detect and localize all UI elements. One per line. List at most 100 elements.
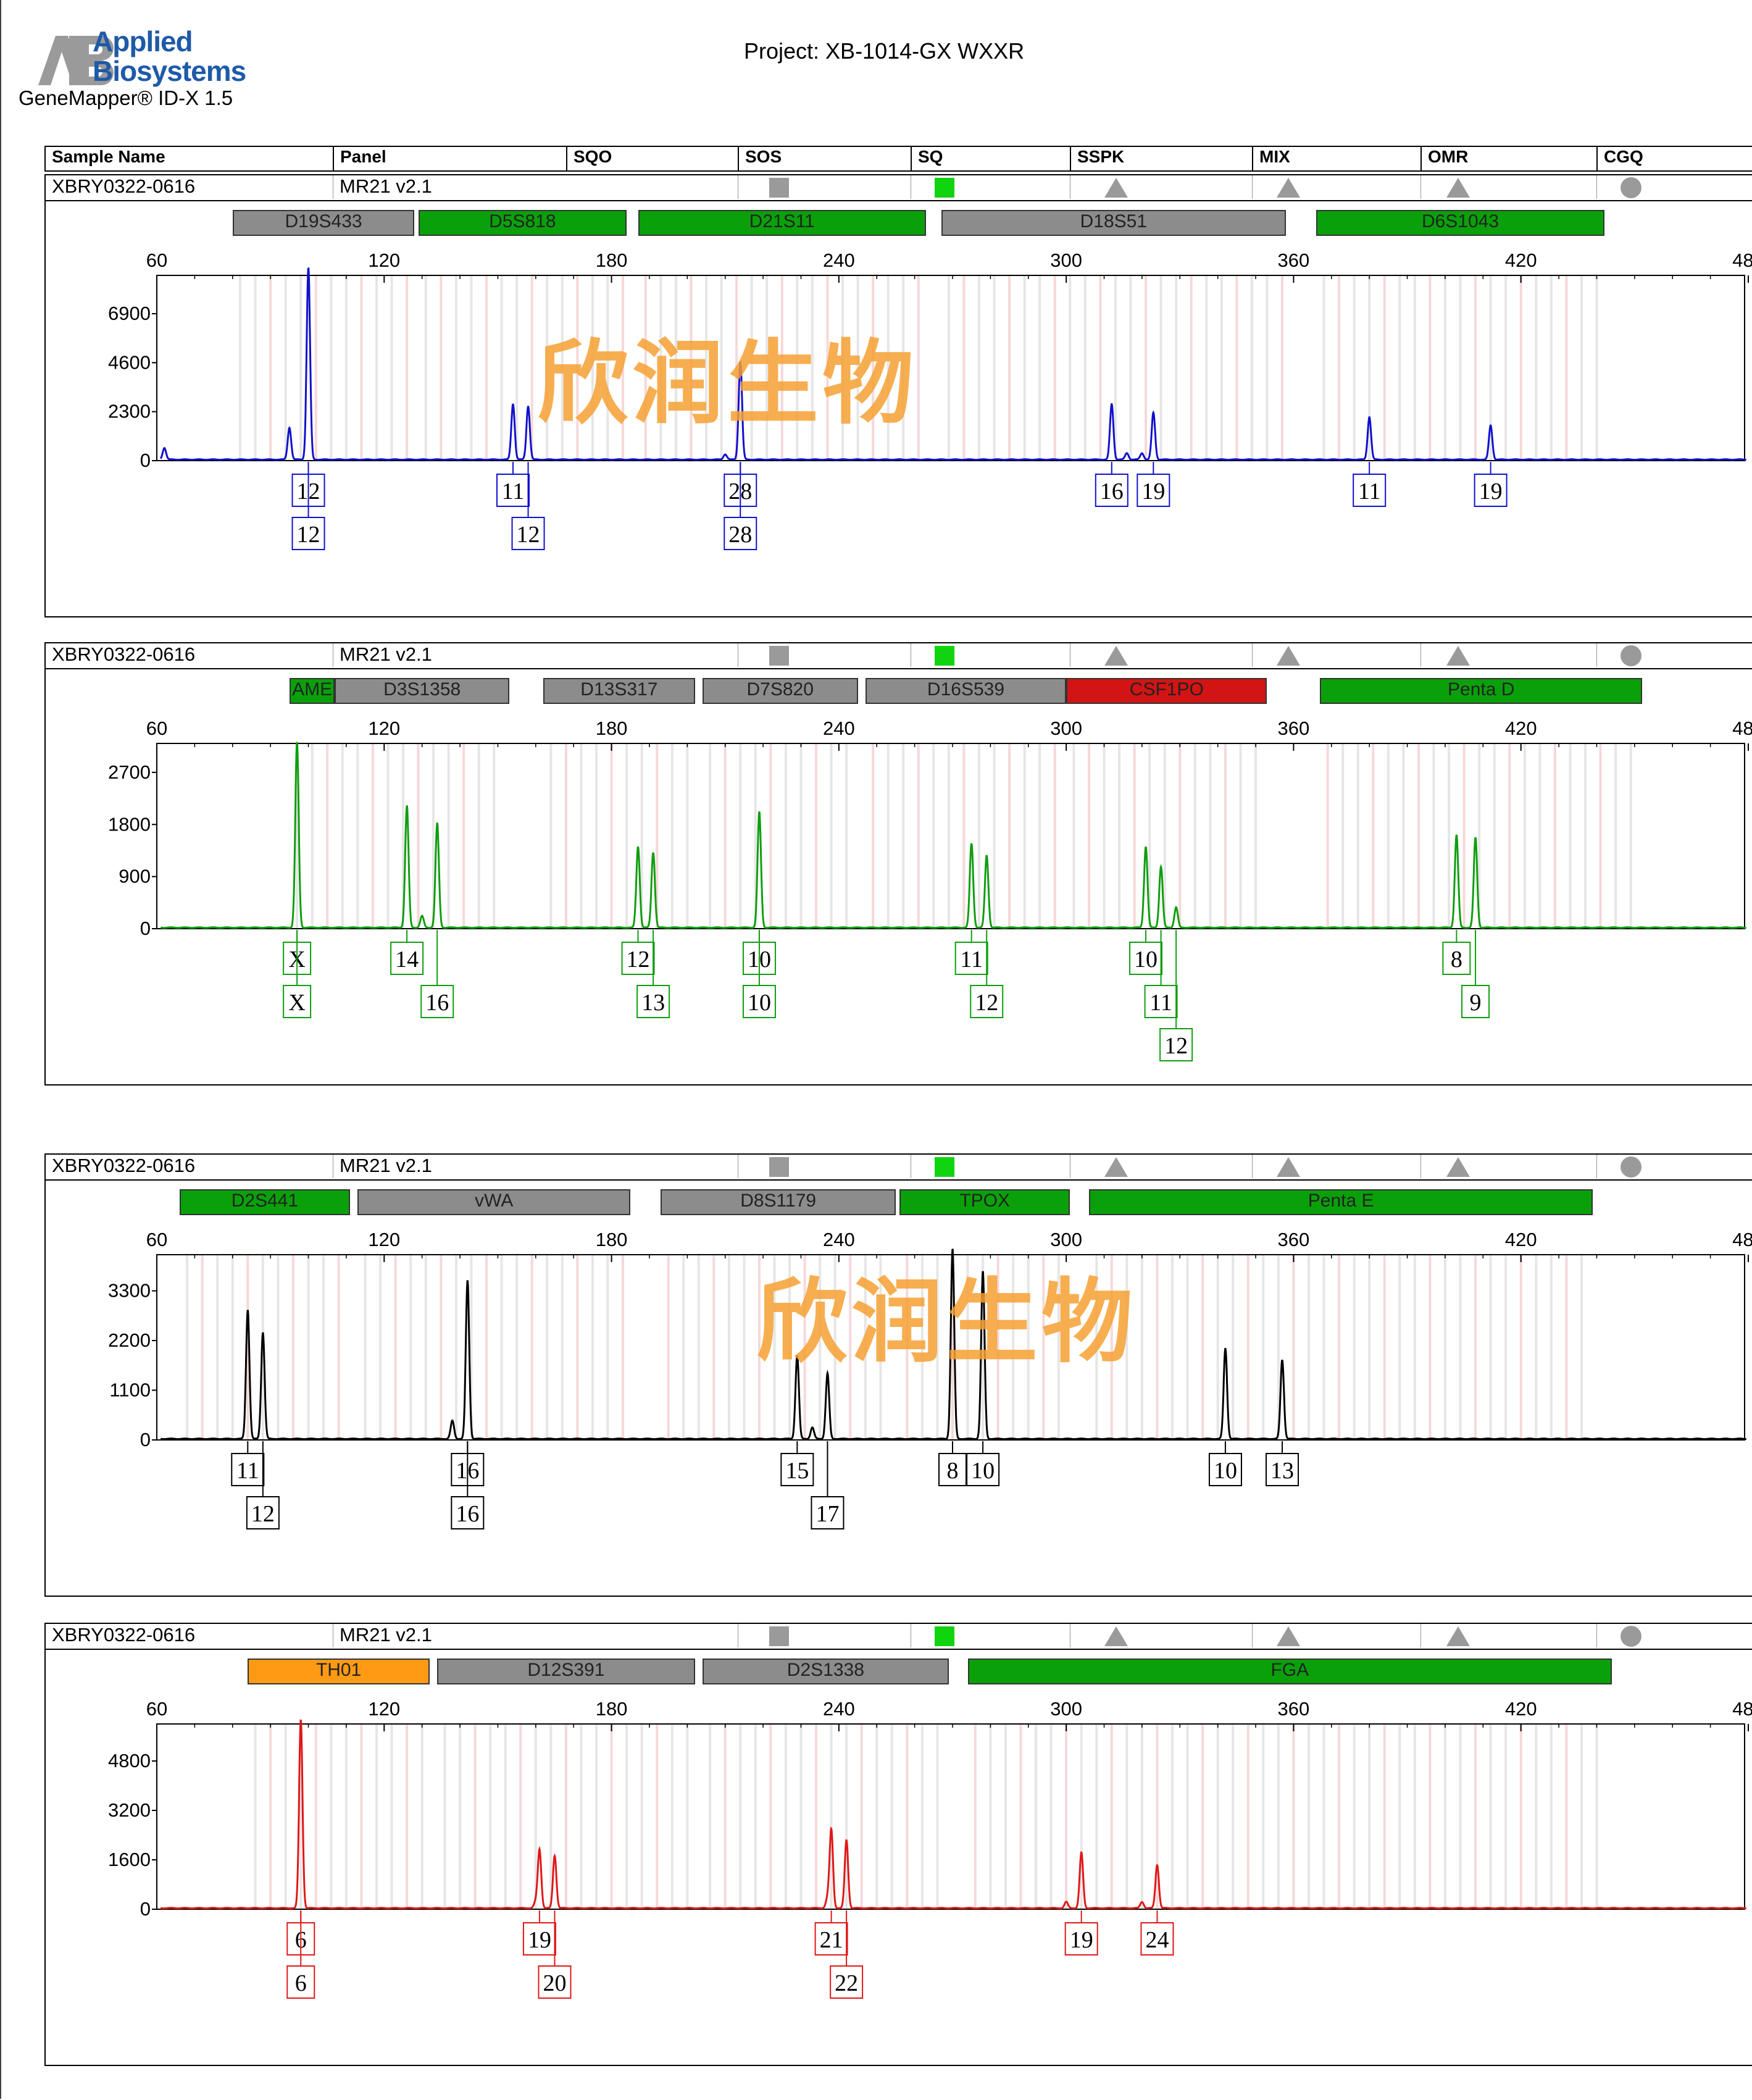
omr-flag-icon[interactable] bbox=[1446, 1626, 1470, 1646]
column-header-sample-name[interactable]: Sample Name bbox=[52, 147, 165, 166]
peak-point[interactable] bbox=[949, 1251, 956, 1258]
panel-name-cell[interactable]: MR21 v2.1 bbox=[333, 175, 566, 199]
allele-label-box[interactable] bbox=[390, 942, 424, 975]
peak-point[interactable] bbox=[419, 913, 426, 921]
marker-bin-ame[interactable]: AME bbox=[289, 678, 335, 704]
allele-label-box[interactable] bbox=[1474, 474, 1508, 507]
sample-name-cell[interactable]: XBRY0322-0616 bbox=[52, 1155, 196, 1176]
allele-label-box[interactable] bbox=[420, 985, 454, 1018]
peak-point[interactable] bbox=[983, 853, 990, 860]
peak-point[interactable] bbox=[1138, 1899, 1146, 1907]
sos-flag-icon[interactable] bbox=[769, 1157, 789, 1177]
omr-flag-icon[interactable] bbox=[1446, 178, 1470, 198]
cgq-flag-icon[interactable] bbox=[1621, 1157, 1641, 1178]
allele-label-box[interactable] bbox=[970, 985, 1004, 1018]
marker-bin-csf1po[interactable]: CSF1PO bbox=[1066, 678, 1267, 704]
sq-flag-icon[interactable] bbox=[935, 1626, 954, 1646]
allele-label-box[interactable] bbox=[724, 517, 757, 550]
peak-point[interactable] bbox=[736, 359, 744, 366]
marker-bin-penta-e[interactable]: Penta E bbox=[1088, 1189, 1593, 1215]
mix-flag-icon[interactable] bbox=[1277, 1157, 1300, 1177]
peak-point[interactable] bbox=[1062, 1899, 1070, 1907]
peak-point[interactable] bbox=[1366, 414, 1373, 422]
allele-label-box[interactable] bbox=[1442, 942, 1471, 975]
allele-label-box[interactable] bbox=[811, 1496, 845, 1529]
column-header-sspk[interactable]: SSPK bbox=[1070, 147, 1252, 170]
sspk-flag-icon[interactable] bbox=[1104, 1157, 1128, 1177]
peak-point[interactable] bbox=[297, 1720, 304, 1728]
marker-bin-d12s391[interactable]: D12S391 bbox=[437, 1659, 695, 1684]
electropherogram[interactable]: 60120180240300360420480090018002700XX141… bbox=[46, 643, 1752, 1087]
peak-point[interactable] bbox=[1487, 423, 1495, 430]
allele-label-box[interactable] bbox=[1095, 474, 1128, 507]
column-header-panel[interactable]: Panel bbox=[333, 147, 566, 170]
allele-label-box[interactable] bbox=[496, 474, 530, 507]
peak-point[interactable] bbox=[722, 451, 729, 459]
marker-bin-d16s539[interactable]: D16S539 bbox=[865, 678, 1067, 704]
marker-bin-th01[interactable]: TH01 bbox=[248, 1659, 430, 1684]
marker-bin-d5s818[interactable]: D5S818 bbox=[418, 210, 627, 236]
peak-point[interactable] bbox=[161, 445, 168, 453]
peak-point[interactable] bbox=[1149, 410, 1157, 417]
column-header-omr[interactable]: OMR bbox=[1420, 147, 1596, 170]
column-header-sqo[interactable]: SQO bbox=[566, 147, 738, 170]
peak-point[interactable] bbox=[824, 1371, 831, 1378]
marker-bin-d19s433[interactable]: D19S433 bbox=[232, 210, 415, 236]
allele-label-box[interactable] bbox=[1140, 1922, 1174, 1956]
allele-label-box[interactable] bbox=[1064, 1922, 1098, 1956]
electropherogram[interactable]: 60 120 180 240 300 360 420 480 0 2300 4600 6900 12 12… bbox=[46, 175, 1752, 619]
column-header-sq[interactable]: SQ bbox=[911, 147, 1070, 170]
allele-label-box[interactable] bbox=[954, 942, 988, 975]
peak-point[interactable] bbox=[968, 841, 975, 848]
marker-bin-tpox[interactable]: TPOX bbox=[899, 1189, 1070, 1215]
peak-point[interactable] bbox=[1153, 1862, 1161, 1870]
column-header-cgq[interactable]: CGQ bbox=[1596, 147, 1752, 170]
peak-point[interactable] bbox=[756, 809, 763, 817]
peak-point[interactable] bbox=[532, 1899, 540, 1907]
allele-label-box[interactable] bbox=[1137, 474, 1170, 507]
sample-row[interactable]: XBRY0322-0616 MR21 v2.1 bbox=[46, 643, 1752, 669]
allele-label-box[interactable] bbox=[1353, 474, 1387, 507]
peak-point[interactable] bbox=[1078, 1850, 1085, 1857]
allele-label-box[interactable] bbox=[636, 985, 670, 1018]
sos-flag-icon[interactable] bbox=[769, 646, 789, 666]
peak-point[interactable] bbox=[635, 844, 642, 851]
peak-point[interactable] bbox=[293, 740, 301, 747]
cgq-flag-icon[interactable] bbox=[1621, 1626, 1641, 1647]
peak-point[interactable] bbox=[809, 1425, 816, 1433]
sample-name-cell[interactable]: XBRY0322-0616 bbox=[52, 1624, 196, 1646]
marker-bin-d7s820[interactable]: D7S820 bbox=[702, 678, 858, 704]
panel-name-cell[interactable]: MR21 v2.1 bbox=[333, 643, 566, 667]
panel-name-cell[interactable]: MR21 v2.1 bbox=[333, 1624, 566, 1647]
peak-point[interactable] bbox=[1472, 835, 1479, 843]
electropherogram[interactable]: 6012018024030036042048001600320048006619… bbox=[46, 1624, 1752, 2067]
mix-flag-icon[interactable] bbox=[1277, 1626, 1300, 1646]
mix-flag-icon[interactable] bbox=[1277, 178, 1300, 198]
peak-point[interactable] bbox=[305, 272, 312, 279]
sample-name-cell[interactable]: XBRY0322-0616 bbox=[52, 643, 196, 665]
allele-label-box[interactable] bbox=[1266, 1453, 1299, 1486]
sample-row[interactable]: XBRY0322-0616 MR21 v2.1 bbox=[46, 1624, 1752, 1650]
allele-label-box[interactable] bbox=[231, 1453, 265, 1486]
cgq-flag-icon[interactable] bbox=[1621, 645, 1641, 666]
marker-bin-d18s51[interactable]: D18S51 bbox=[941, 210, 1287, 236]
peak-point[interactable] bbox=[1172, 905, 1180, 912]
peak-point[interactable] bbox=[259, 1330, 267, 1337]
peak-point[interactable] bbox=[1279, 1357, 1286, 1365]
peak-point[interactable] bbox=[536, 1847, 543, 1854]
peak-point[interactable] bbox=[403, 803, 411, 811]
marker-bin-d2s1338[interactable]: D2S1338 bbox=[702, 1659, 949, 1684]
allele-label-box[interactable] bbox=[511, 517, 545, 550]
allele-label-box[interactable] bbox=[538, 1965, 572, 1999]
omr-flag-icon[interactable] bbox=[1446, 646, 1470, 666]
sq-flag-icon[interactable] bbox=[935, 646, 954, 666]
allele-label-box[interactable] bbox=[1461, 985, 1490, 1018]
peak-point[interactable] bbox=[1142, 844, 1149, 851]
peak-point[interactable] bbox=[824, 1896, 831, 1904]
allele-label-box[interactable] bbox=[283, 985, 312, 1018]
peak-point[interactable] bbox=[449, 1418, 456, 1426]
sspk-flag-icon[interactable] bbox=[1104, 646, 1128, 666]
marker-bin-d3s1358[interactable]: D3S1358 bbox=[335, 678, 509, 704]
panel-name-cell[interactable]: MR21 v2.1 bbox=[333, 1155, 566, 1178]
marker-bin-vwa[interactable]: vWA bbox=[357, 1189, 631, 1215]
